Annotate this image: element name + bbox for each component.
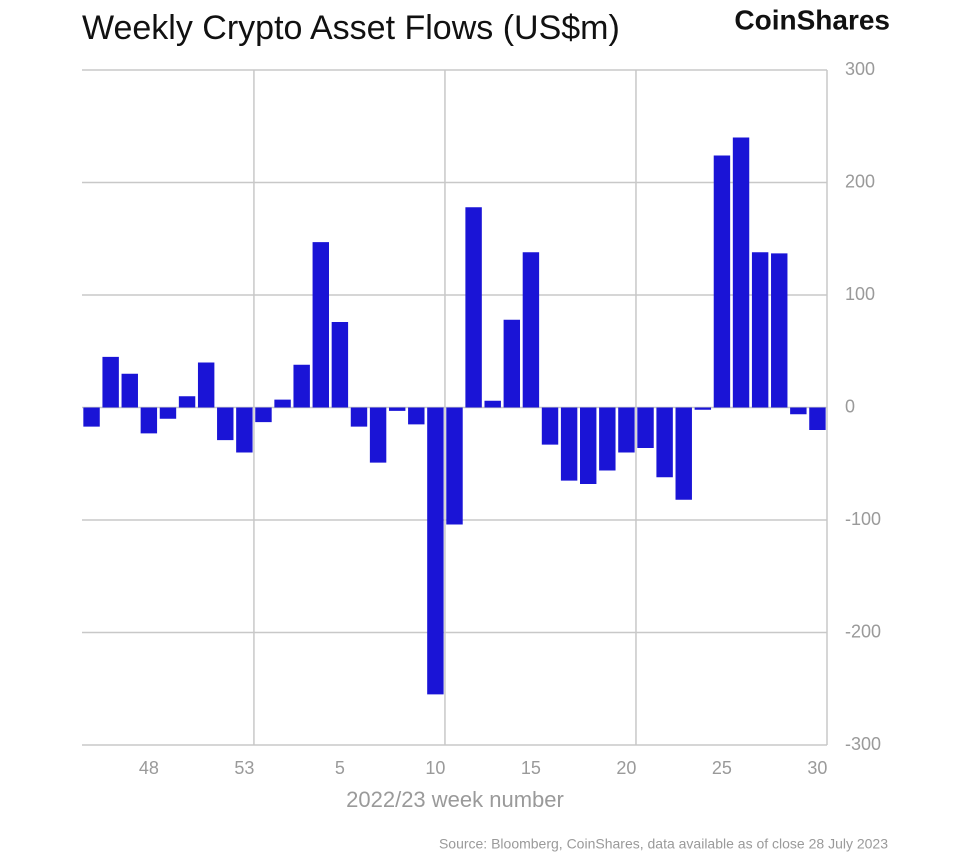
bar <box>217 407 234 441</box>
x-tick-label: 30 <box>807 758 827 778</box>
bar <box>331 322 349 408</box>
y-tick-label: 0 <box>845 396 855 416</box>
bar <box>369 407 387 463</box>
x-tick-label: 10 <box>425 758 445 778</box>
bar <box>809 407 826 430</box>
bar <box>503 319 521 408</box>
bar <box>713 155 731 408</box>
chart-title: Weekly Crypto Asset Flows (US$m) <box>82 9 620 47</box>
x-tick-label: 15 <box>521 758 541 778</box>
bar <box>159 407 177 419</box>
bar <box>771 253 788 408</box>
bar <box>255 407 272 423</box>
bar <box>312 242 329 408</box>
bar <box>465 207 482 408</box>
y-tick-label: 300 <box>845 59 875 79</box>
bar <box>197 362 215 408</box>
bar <box>293 364 310 408</box>
bar <box>102 356 119 408</box>
x-axis-label: 2022/23 week number <box>346 787 564 812</box>
y-tick-label: 100 <box>845 284 875 304</box>
x-tick-label: 25 <box>712 758 732 778</box>
bar <box>618 407 635 453</box>
bar <box>178 396 196 408</box>
source-note: Source: Bloomberg, CoinShares, data avai… <box>439 836 888 852</box>
bar <box>427 407 444 695</box>
bar <box>732 137 750 408</box>
bar <box>694 407 712 410</box>
x-tick-label: 53 <box>234 758 254 778</box>
bar <box>751 252 769 408</box>
bar <box>408 407 425 425</box>
bar <box>484 400 501 408</box>
bar <box>388 407 406 411</box>
bar <box>599 407 616 471</box>
bar <box>83 407 100 427</box>
bar <box>236 407 253 453</box>
y-tick-label: -100 <box>845 509 881 529</box>
bar <box>140 407 158 434</box>
bar <box>350 407 368 427</box>
bar <box>675 407 692 500</box>
bar <box>446 407 463 525</box>
x-tick-label: 48 <box>139 758 159 778</box>
bar <box>541 407 559 445</box>
bar <box>522 252 540 408</box>
x-tick-label: 5 <box>335 758 345 778</box>
x-tick-label: 20 <box>616 758 636 778</box>
y-tick-label: -200 <box>845 621 881 641</box>
bar <box>560 407 578 481</box>
bar <box>274 399 291 408</box>
bar <box>656 407 673 478</box>
brand-logo: CoinShares <box>734 4 890 35</box>
y-tick-label: -300 <box>845 734 881 754</box>
bar <box>790 407 807 415</box>
bar <box>580 407 597 484</box>
y-tick-label: 200 <box>845 171 875 191</box>
bar <box>121 373 138 408</box>
bar <box>637 407 654 448</box>
